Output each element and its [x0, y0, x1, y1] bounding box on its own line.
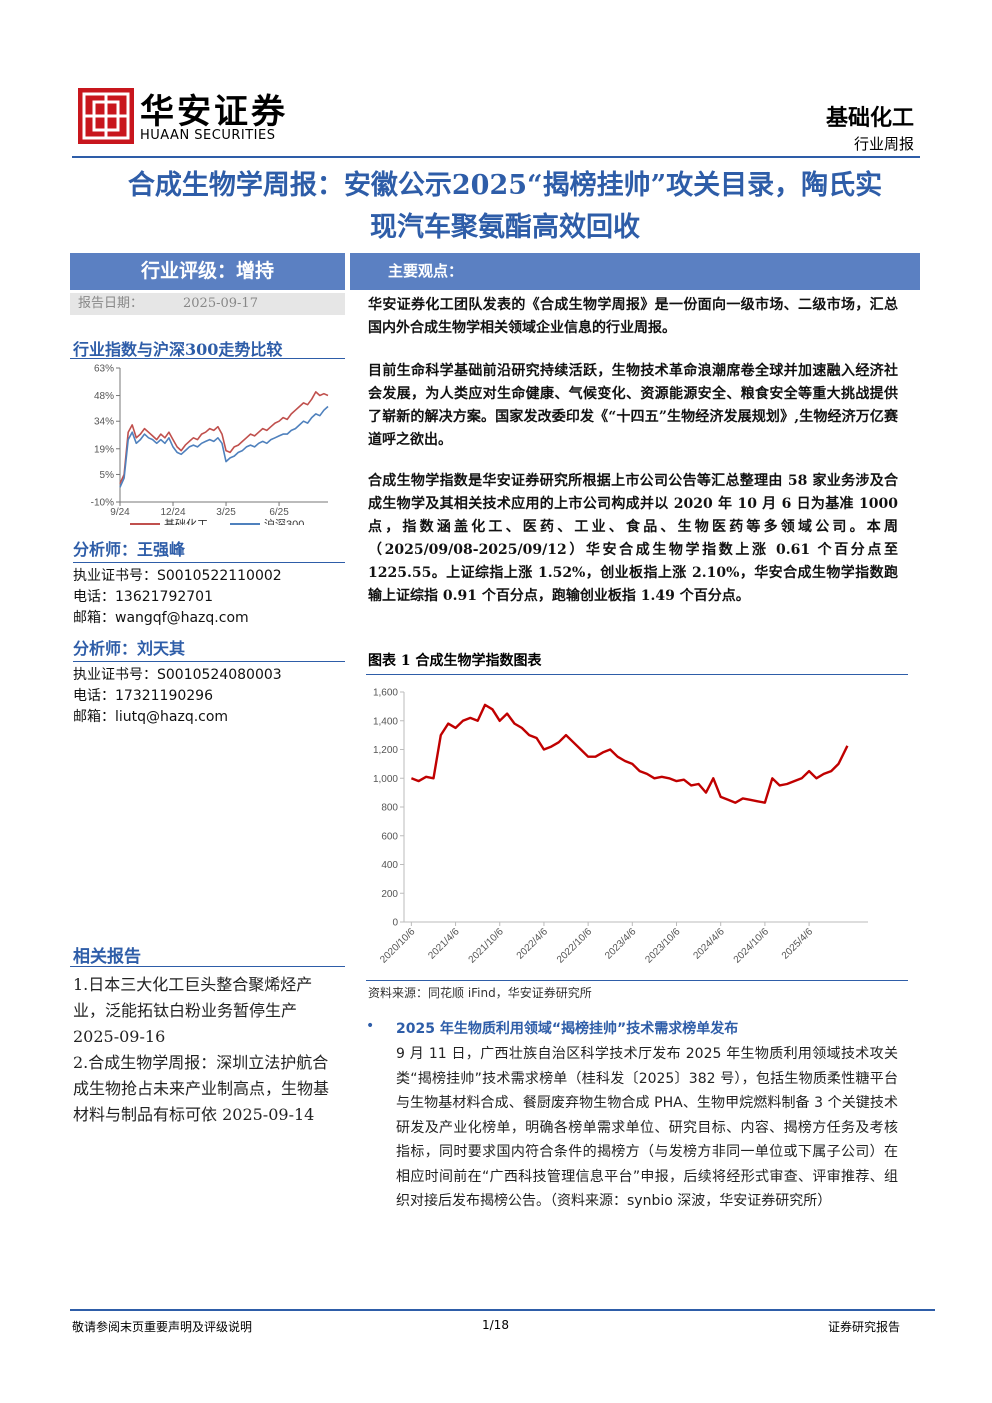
logo-mark	[78, 88, 134, 144]
date-label: 报告日期：	[78, 296, 144, 311]
analyst-name: 分析师：王强峰	[73, 536, 345, 563]
figure-source: 资料来源：同花顺 iFind，华安证券研究所	[368, 986, 592, 1000]
x-tick-label: 2023/4/6	[603, 926, 639, 962]
y-tick-label: 0	[392, 918, 398, 929]
y-tick-label: 1,600	[373, 688, 398, 699]
logo-en: HUAAN SECURITIES	[140, 128, 276, 143]
bullet: •	[366, 1018, 375, 1034]
related-list: 1.日本三大化工巨头整合聚烯烃产业，泛能拓钛白粉业务暂停生产 2025-09-1…	[73, 972, 338, 1128]
date: 2025-09-17	[183, 296, 258, 311]
y-tick-label: 34%	[94, 417, 114, 428]
y-tick-label: 600	[381, 831, 398, 842]
x-tick-label: 2021/4/6	[426, 926, 462, 962]
y-tick-label: 1,400	[373, 716, 398, 727]
analyst-cert: 执业证书号：S0010524080003	[73, 667, 282, 683]
report-title: 合成生物学周报：安徽公示2025“揭榜挂帅”攻关目录，陶氏实现汽车聚氨酯高效回收	[127, 170, 883, 243]
x-tick-label: 2022/4/6	[515, 926, 551, 962]
sector: 基础化工	[825, 105, 914, 131]
x-tick-label: 12/24	[161, 507, 186, 518]
legend-label: 沪深300	[264, 517, 304, 525]
rule	[70, 966, 345, 967]
paragraph: 目前生命科学基础前沿研究持续活跃，生物技术革命浪潮席卷全球并加速融入经济社会发展…	[368, 363, 898, 448]
y-tick-label: 400	[381, 860, 398, 871]
x-tick-label: 2025/4/6	[780, 926, 816, 962]
section-title: 主要观点：	[388, 262, 464, 280]
rule	[366, 980, 908, 981]
x-tick-label: 2021/10/6	[467, 926, 507, 966]
analyst-phone: 电话：17321190296	[73, 688, 213, 704]
y-tick-label: 1,200	[373, 745, 398, 756]
analyst-email: 邮箱：wangqf@hazq.com	[73, 610, 249, 626]
date-bar: 报告日期： 2025-09-17	[70, 293, 345, 315]
series-line	[119, 391, 329, 484]
index-chart: 1,600 1,400 1,200 1,000 800 600 400 200 02020/10…	[373, 688, 868, 966]
y-tick-label: 63%	[94, 364, 114, 375]
y-tick-label: 5%	[100, 470, 115, 481]
analyst-cert: 执业证书号：S0010522110002	[73, 568, 282, 584]
series-line	[119, 405, 329, 488]
y-tick-label: 19%	[94, 444, 114, 455]
side-chart: 63% 48% 34% 19% 5% -10%9/24 12/24 3/25 6/25 基础化工 沪…	[91, 364, 329, 525]
y-tick-label: 1,000	[373, 774, 398, 785]
series-line	[410, 703, 849, 804]
legend-label: 基础化工	[164, 517, 208, 525]
y-tick-label: -10%	[91, 498, 114, 509]
rating: 行业评级：增持	[70, 253, 345, 290]
news-body: 9 月 11 日，广西壮族自治区科学技术厅发布 2025 年生物质利用领域技术攻…	[396, 1046, 898, 1209]
rule	[70, 358, 345, 359]
figure-title: 图表 1 合成生物学指数图表	[368, 653, 542, 669]
page-number: 1/18	[482, 1318, 509, 1332]
footer-rule	[70, 1309, 935, 1311]
header-rule	[72, 156, 920, 158]
x-tick-label: 2024/10/6	[732, 926, 772, 966]
x-tick-label: 3/25	[216, 507, 236, 518]
y-tick-label: 200	[381, 889, 398, 900]
logo-text: 华安证券	[140, 92, 288, 132]
analyst-email: 邮箱：liutq@hazq.com	[73, 709, 229, 725]
report-type: 行业周报	[853, 135, 914, 153]
x-tick-label: 6/25	[269, 507, 289, 518]
paragraph: 合成生物学指数是华安证券研究所根据上市公司公告等汇总整理由 58 家业务涉及合成…	[368, 473, 898, 604]
related-item: 1.日本三大化工巨头整合聚烯烃产业，泛能拓钛白粉业务暂停生产 2025-09-1…	[73, 975, 313, 1046]
footer-right: 证券研究报告	[827, 1320, 900, 1334]
paragraph: 华安证券化工团队发表的《合成生物学周报》是一份面向一级市场、二级市场，汇总国内外…	[368, 297, 898, 336]
section-bar: 主要观点：	[350, 253, 920, 290]
side-chart-title: 行业指数与沪深300走势比较	[73, 340, 283, 359]
y-tick-label: 800	[381, 803, 398, 814]
y-tick-label: 48%	[94, 391, 114, 402]
x-tick-label: 2020/10/6	[378, 926, 418, 966]
analysts: 分析师：王强峰执业证书号：S0010522110002 电话：1362179270…	[73, 536, 345, 728]
analyst-phone: 电话：13621792701	[73, 589, 213, 605]
x-tick-label: 2023/10/6	[643, 926, 683, 966]
analyst-name: 分析师：刘天其	[73, 635, 345, 662]
rule	[366, 674, 908, 675]
news-title: 2025 年生物质利用领域“揭榜挂帅”技术需求榜单发布	[396, 1021, 739, 1037]
related-item: 2.合成生物学周报：深圳立法护航合成生物抢占未来产业制高点，生物基材料与制品有标…	[73, 1053, 330, 1124]
footer-left: 敬请参阅末页重要声明及评级说明	[72, 1320, 253, 1334]
related-title: 相关报告	[73, 947, 141, 967]
x-tick-label: 2024/4/6	[692, 926, 728, 962]
x-tick-label: 9/24	[110, 507, 130, 518]
x-tick-label: 2022/10/6	[555, 926, 595, 966]
